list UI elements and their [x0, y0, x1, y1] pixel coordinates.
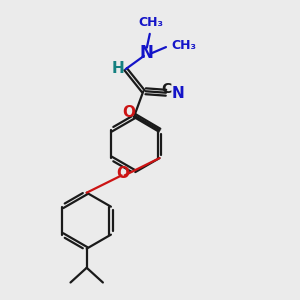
Text: O: O — [123, 105, 136, 120]
Text: CH₃: CH₃ — [172, 39, 197, 52]
Text: N: N — [140, 44, 154, 62]
Text: CH₃: CH₃ — [139, 16, 164, 29]
Text: H: H — [112, 61, 125, 76]
Text: C: C — [161, 82, 171, 96]
Text: N: N — [172, 86, 184, 101]
Text: O: O — [117, 166, 130, 181]
